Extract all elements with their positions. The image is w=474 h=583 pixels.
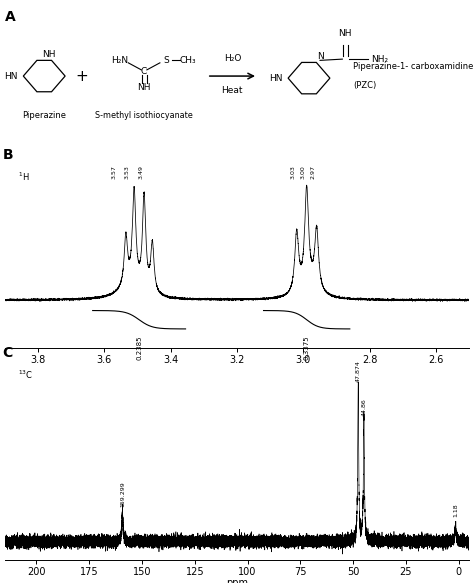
Text: 47.874: 47.874 (356, 360, 361, 382)
Text: NH: NH (137, 83, 151, 92)
Text: Piperazine: Piperazine (22, 111, 66, 120)
Text: CH₃: CH₃ (180, 56, 197, 65)
Text: B: B (2, 147, 13, 161)
Text: Heat: Heat (222, 86, 243, 96)
Text: (PZC): (PZC) (353, 81, 376, 90)
Text: 3.53: 3.53 (125, 166, 130, 180)
Text: NH₂: NH₂ (371, 55, 388, 64)
Text: H₂O: H₂O (224, 54, 241, 63)
Text: Piperazine-1- carboxamidine: Piperazine-1- carboxamidine (353, 62, 474, 71)
Text: C: C (2, 346, 13, 360)
Text: NH: NH (338, 30, 352, 38)
Text: A: A (5, 10, 16, 24)
Text: 1.18: 1.18 (453, 504, 458, 517)
Text: 0.2385: 0.2385 (136, 336, 142, 360)
Text: 0.3375: 0.3375 (304, 336, 310, 360)
Text: HN: HN (269, 73, 283, 83)
Text: 44.86: 44.86 (361, 398, 366, 416)
Text: 3.57: 3.57 (112, 166, 117, 180)
Text: 2.97: 2.97 (311, 166, 316, 180)
Text: HN: HN (4, 72, 18, 80)
Text: H₂N: H₂N (111, 56, 128, 65)
Text: S-methyl isothiocyanate: S-methyl isothiocyanate (95, 111, 193, 120)
Text: C: C (141, 68, 147, 76)
Text: NH: NH (42, 50, 55, 59)
X-axis label: ppm: ppm (226, 367, 248, 377)
Text: +: + (75, 69, 88, 83)
Text: 3.00: 3.00 (301, 166, 306, 180)
Text: $^{13}$C: $^{13}$C (18, 368, 33, 381)
Text: 3.49: 3.49 (138, 166, 143, 180)
Text: S: S (164, 56, 169, 65)
Text: $^{1}$H: $^{1}$H (18, 170, 29, 182)
Text: 159.299: 159.299 (120, 481, 125, 507)
X-axis label: ppm: ppm (226, 578, 248, 583)
Text: 3.03: 3.03 (291, 166, 296, 180)
Text: N: N (317, 52, 324, 61)
